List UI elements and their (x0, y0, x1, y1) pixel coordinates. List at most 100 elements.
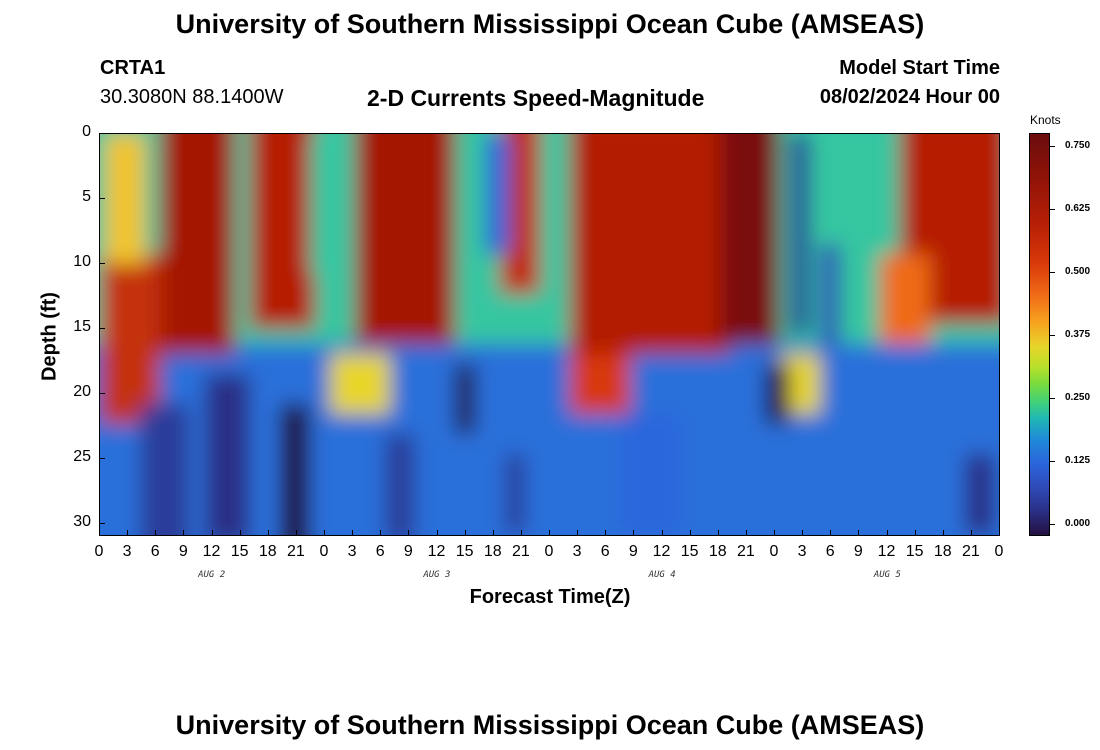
x-tick-label: 15 (230, 543, 249, 560)
colorbar-tick-label: 0.000 (1065, 518, 1091, 529)
y-tick-label: 25 (73, 448, 91, 465)
model-start-date: 08/02/2024 Hour 00 (819, 86, 1000, 108)
colorbar-tick (1050, 461, 1055, 463)
x-tick-label: 0 (94, 543, 104, 560)
page-title: University of Southern Mississippi Ocean… (175, 9, 925, 39)
y-tick (99, 263, 105, 264)
model-start-label: Model Start Time (839, 57, 1000, 79)
x-tick-label: 18 (708, 543, 727, 560)
x-tick (717, 530, 719, 536)
day-label: AUG 4 (648, 570, 676, 580)
x-tick-label: 6 (600, 543, 610, 560)
y-tick-label: 0 (82, 123, 91, 140)
day-label: AUG 3 (423, 570, 451, 580)
y-tick (99, 198, 105, 199)
x-tick-label: 12 (652, 543, 671, 560)
x-tick-label: 12 (427, 543, 446, 560)
x-tick-label: 6 (150, 543, 160, 560)
colorbar-tick (1050, 524, 1055, 525)
colorbar-tick-label: 0.625 (1065, 203, 1091, 215)
y-tick-label: 5 (82, 188, 91, 205)
x-tick-label: 0 (769, 543, 779, 560)
x-tick (549, 530, 550, 536)
x-tick (886, 530, 888, 536)
colorbar-tick (1050, 335, 1055, 337)
x-tick-label: 6 (375, 543, 385, 560)
x-tick-label: 12 (202, 543, 221, 560)
heatmap-plot (99, 133, 1000, 536)
x-tick-label: 12 (877, 543, 896, 560)
x-tick-label: 9 (628, 543, 638, 560)
day-label: AUG 5 (873, 570, 901, 580)
x-tick (802, 530, 804, 536)
y-tick (99, 523, 105, 524)
x-tick (605, 530, 607, 536)
x-tick-label: 18 (483, 543, 502, 560)
x-tick (464, 530, 466, 536)
station-coordinates: 30.3080N 88.1400W (100, 86, 284, 108)
y-axis-label: Depth (ft) (38, 292, 61, 381)
x-tick-label: 9 (853, 543, 863, 560)
y-tick-label: 10 (73, 253, 91, 270)
x-tick (633, 530, 635, 536)
x-tick (492, 530, 494, 536)
colorbar-tick-label: 0.125 (1065, 455, 1091, 467)
x-tick (127, 530, 129, 536)
x-tick (520, 530, 522, 536)
x-tick (661, 530, 663, 536)
x-tick (745, 530, 747, 536)
x-tick (858, 530, 860, 536)
x-tick-label: 15 (905, 543, 924, 560)
x-tick-label: 18 (933, 543, 952, 560)
colorbar (1029, 133, 1050, 536)
x-axis-label: Forecast Time(Z) (469, 586, 631, 608)
x-tick (436, 530, 438, 536)
x-tick (239, 530, 241, 536)
x-tick (183, 530, 185, 536)
x-tick (942, 530, 944, 536)
x-tick (577, 530, 579, 536)
x-tick-label: 3 (347, 543, 357, 560)
x-tick (689, 530, 691, 536)
x-tick-label: 21 (286, 543, 305, 560)
x-tick-label: 15 (680, 543, 699, 560)
day-label: AUG 2 (198, 570, 226, 580)
x-tick (155, 530, 157, 536)
y-tick (99, 133, 105, 134)
x-tick (211, 530, 213, 536)
x-tick (352, 530, 354, 536)
x-tick (380, 530, 382, 536)
colorbar-units: Knots (1030, 113, 1061, 127)
heatmap-svg (100, 134, 999, 535)
x-tick-label: 6 (825, 543, 835, 560)
chart-subtitle: 2-D Currents Speed-Magnitude (367, 85, 705, 111)
x-tick-label: 9 (403, 543, 413, 560)
y-tick-label: 30 (73, 513, 91, 530)
footer-title: University of Southern Mississippi Ocean… (175, 710, 925, 740)
x-tick-label: 0 (319, 543, 329, 560)
colorbar-tick (1050, 209, 1055, 211)
x-tick (830, 530, 832, 536)
x-tick-label: 3 (122, 543, 132, 560)
y-tick (99, 458, 105, 459)
x-tick-label: 3 (572, 543, 582, 560)
y-tick (99, 328, 105, 329)
colorbar-tick (1050, 398, 1055, 400)
y-tick-label: 15 (73, 318, 91, 335)
x-tick-label: 21 (961, 543, 980, 560)
x-tick-label: 0 (544, 543, 554, 560)
x-tick-label: 15 (455, 543, 474, 560)
x-tick-label: 18 (258, 543, 277, 560)
x-tick (99, 530, 100, 536)
x-tick (324, 530, 325, 536)
x-tick (295, 530, 297, 536)
y-tick-label: 20 (73, 383, 91, 400)
colorbar-tick-label: 0.500 (1065, 266, 1091, 278)
x-tick (774, 530, 775, 536)
x-tick (408, 530, 410, 536)
y-tick (99, 393, 105, 394)
station-id: CRTA1 (100, 57, 166, 79)
colorbar-tick (1050, 272, 1055, 274)
x-tick (914, 530, 916, 536)
x-tick-label: 9 (178, 543, 188, 560)
